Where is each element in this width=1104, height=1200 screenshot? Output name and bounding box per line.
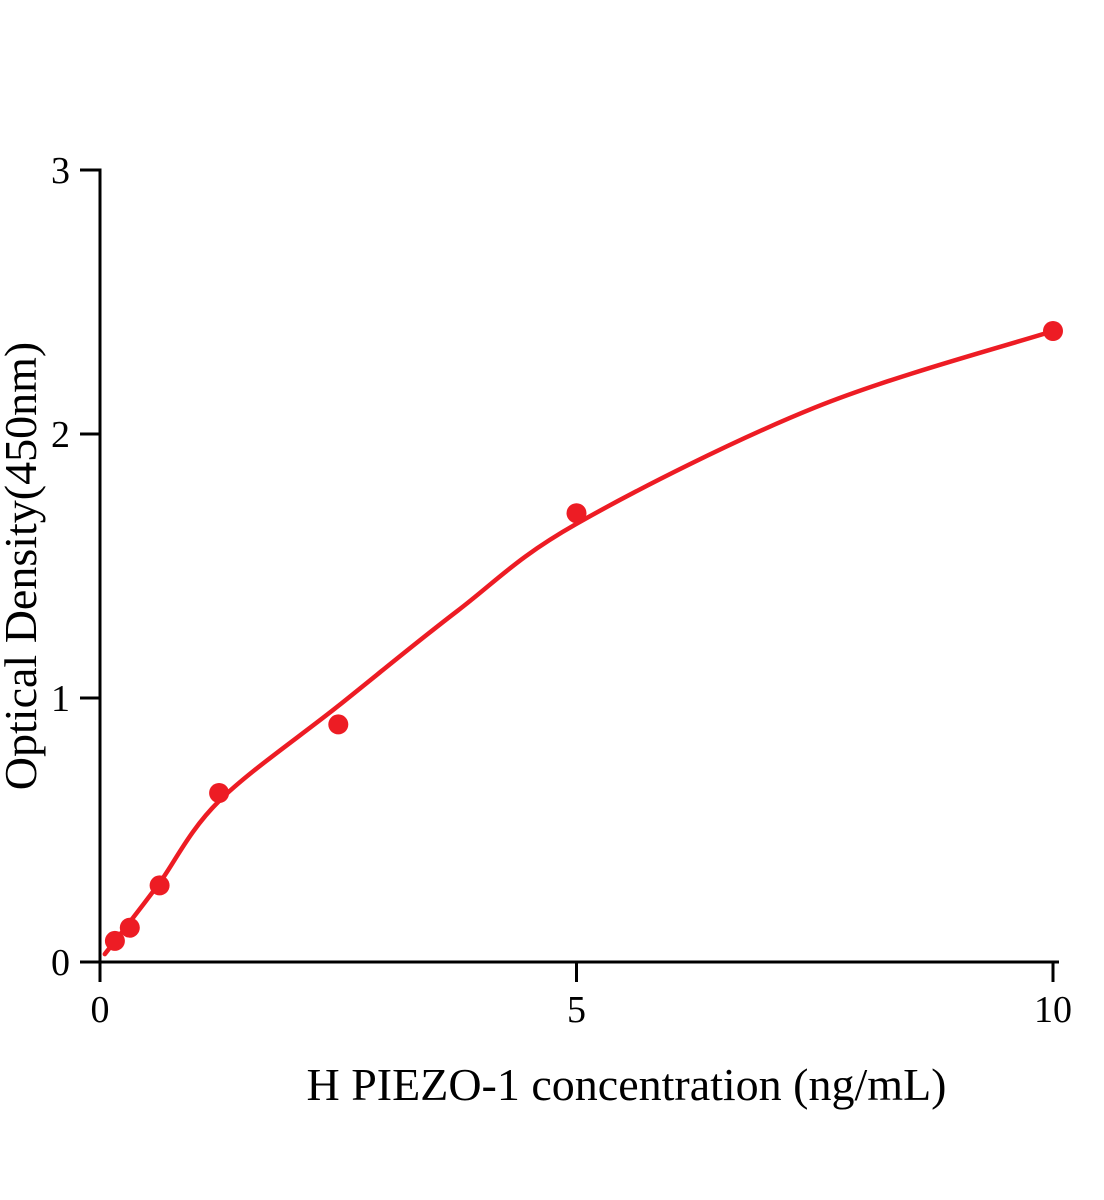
y-tick-label: 1 [51, 678, 70, 720]
data-point [104, 930, 125, 951]
data-point [209, 783, 230, 803]
data-point [566, 503, 587, 524]
x-tick-label: 5 [567, 989, 586, 1031]
y-tick-label: 3 [51, 150, 70, 192]
x-tick-label: 10 [1034, 989, 1072, 1031]
y-axis-ticks: 0 1 2 3 [51, 150, 100, 984]
fit-curve [102, 328, 1056, 957]
data-point [149, 875, 170, 896]
data-point [1043, 321, 1063, 341]
data-point [328, 714, 349, 735]
y-axis-label: Optical Density(450nm) [0, 342, 46, 790]
x-axis-label: H PIEZO-1 concentration (ng/mL) [307, 1059, 947, 1110]
y-tick-label: 2 [51, 414, 70, 456]
data-point [119, 917, 140, 938]
y-tick-label: 0 [51, 942, 70, 984]
x-axis-ticks: 0 5 10 [91, 962, 1072, 1031]
data-points [104, 321, 1063, 951]
x-tick-label: 0 [91, 989, 110, 1031]
